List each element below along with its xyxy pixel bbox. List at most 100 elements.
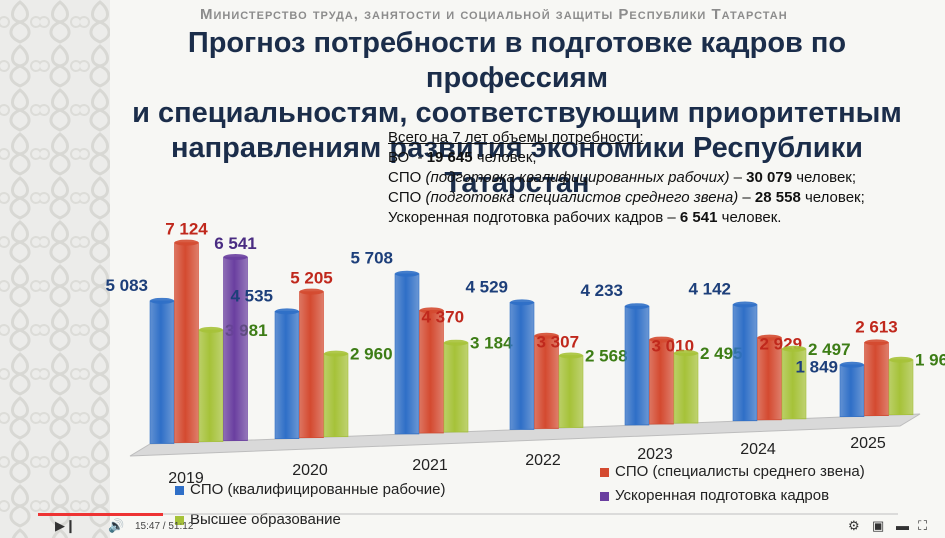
data-label-2020-2: 2 960 — [350, 345, 393, 364]
summary-spo2-note: (подготовка специалистов среднего звена) — [425, 189, 739, 206]
data-label-2024-0: 4 142 — [688, 280, 731, 299]
summary-fast: Ускоренная подготовка рабочих кадров – 6… — [388, 208, 928, 228]
bar-2021-0 — [394, 273, 420, 435]
legend-label-spo-mid: СПО (специалисты среднего звена) — [615, 463, 865, 480]
bar-top-2023-2 — [674, 350, 698, 357]
bar-2020-2 — [323, 353, 349, 438]
bar-top-2021-1 — [419, 307, 444, 314]
bar-top-2023-1 — [649, 336, 674, 343]
summary-spo1: СПО (подготовка квалифицированных рабочи… — [388, 169, 857, 186]
theater-icon[interactable]: ▬ — [896, 518, 909, 533]
data-label-2022-2: 2 568 — [585, 347, 628, 366]
bar-2023-1 — [649, 339, 674, 425]
summary-spo1-unit: человек; — [796, 169, 857, 186]
bar-top-2022-0 — [510, 299, 534, 306]
data-label-2020-0: 4 535 — [230, 286, 273, 305]
bar-top-2022-2 — [559, 352, 583, 359]
bar-top-2025-2 — [889, 356, 913, 363]
data-label-2024-2: 2 497 — [808, 340, 851, 359]
data-label-2025-2: 1 960 — [915, 351, 945, 370]
summary-spo2-value: 28 558 — [754, 189, 801, 206]
data-label-2021-2: 3 184 — [470, 334, 513, 353]
bar-top-2019-0 — [150, 297, 174, 304]
bar-top-2020-1 — [299, 288, 324, 295]
bar-2024-0 — [732, 304, 758, 422]
fullscreen-icon[interactable]: ⛶ — [918, 518, 928, 533]
x-tick-label-2020: 2020 — [292, 462, 328, 479]
bar-2021-1 — [419, 310, 444, 434]
data-label-2021-0: 5 708 — [350, 249, 393, 268]
seek-bar[interactable] — [38, 513, 898, 515]
bar-top-2020-0 — [275, 308, 299, 315]
x-tick-label-2022: 2022 — [525, 452, 561, 469]
data-label-2022-1: 3 307 — [537, 333, 580, 352]
x-tick-label-2025: 2025 — [850, 435, 886, 452]
bar-2025-0 — [839, 364, 865, 417]
x-tick-label-2019: 2019 — [168, 470, 204, 487]
chart-legend: СПО (квалифицированные рабочие) СПО (спе… — [170, 463, 890, 535]
bar-top-2024-0 — [733, 301, 757, 308]
bar-top-2020-2 — [324, 350, 348, 357]
summary-spo1-label: СПО — [388, 169, 422, 186]
data-label-2025-1: 2 613 — [855, 317, 898, 336]
summary-spo2-label: СПО — [388, 189, 422, 206]
time-display: 15:47 / 51:12 — [135, 521, 194, 532]
legend-item-spo-workers: СПО (квалифицированные рабочие) — [175, 481, 445, 498]
summary-spo2-unit: человек; — [804, 189, 865, 206]
x-tick-label-2023: 2023 — [637, 446, 673, 463]
legend-swatch-red — [600, 467, 609, 477]
bar-2019-3 — [223, 256, 248, 441]
bar-2022-2 — [558, 355, 584, 428]
next-icon[interactable]: ▶❙ — [55, 518, 76, 533]
bar-2022-1 — [534, 335, 559, 429]
bar-top-2022-1 — [534, 332, 559, 339]
summary-fast-unit: человек. — [721, 209, 782, 226]
data-label-2019-1: 7 124 — [165, 220, 208, 239]
data-label-2019-3: 6 541 — [214, 234, 257, 253]
title-line-2: и специальностям, соответствующим приори… — [132, 97, 902, 129]
bar-top-2024-1 — [757, 334, 782, 341]
bar-top-2019-1 — [174, 239, 199, 246]
seek-progress[interactable] — [38, 513, 163, 516]
bar-2019-0 — [149, 300, 175, 444]
bar-top-2024-2 — [782, 345, 806, 352]
title-line-1: Прогноз потребности в подготовке кадров … — [187, 27, 847, 94]
bar-top-2025-0 — [840, 361, 864, 368]
bar-2025-2 — [888, 359, 914, 416]
legend-label-spo-workers: СПО (квалифицированные рабочие) — [190, 481, 446, 498]
video-player-bar: ▶❙ 🔊 15:47 / 51:12 ⚙ ▣ ▬ ⛶ — [0, 508, 945, 538]
ministry-header: Министерство труда, занятости и социальн… — [200, 6, 788, 23]
bar-2020-0 — [274, 311, 300, 439]
bar-2019-1 — [174, 242, 199, 443]
legend-swatch-purple — [600, 491, 609, 501]
data-label-2023-0: 4 233 — [580, 281, 623, 300]
bar-2024-2 — [781, 348, 807, 420]
data-label-2021-1: 4 370 — [422, 307, 465, 326]
bar-2021-2 — [443, 342, 469, 433]
data-label-2019-0: 5 083 — [105, 276, 148, 295]
data-label-2022-0: 4 529 — [465, 277, 508, 296]
bar-2023-0 — [624, 305, 650, 426]
data-label-2025-0: 1 849 — [795, 358, 838, 377]
miniplayer-icon[interactable]: ▣ — [872, 518, 885, 533]
bar-top-2023-0 — [625, 303, 649, 310]
bar-top-2021-2 — [444, 339, 468, 346]
legend-label-fast: Ускоренная подготовка кадров — [615, 487, 830, 504]
summary-vo-value: 19 645 — [426, 149, 473, 166]
legend-item-fast: Ускоренная подготовка кадров — [600, 487, 829, 504]
legend-item-spo-mid: СПО (специалисты среднего звена) — [600, 463, 865, 480]
summary-vo: ВО - 19 645 человек; — [388, 149, 537, 166]
data-label-2020-1: 5 205 — [290, 269, 333, 288]
legend-item-higher: Высшее образование — [175, 511, 341, 528]
summary-spo2: СПО (подготовка специалистов среднего зв… — [388, 189, 865, 206]
summary-fast-label: Ускоренная подготовка рабочих кадров – — [388, 209, 676, 226]
bar-top-2025-1 — [864, 339, 889, 346]
summary-spo1-value: 30 079 — [746, 169, 793, 186]
bar-2020-1 — [299, 291, 324, 439]
bar-top-2021-0 — [395, 270, 419, 277]
settings-icon[interactable]: ⚙ — [848, 518, 860, 533]
legend-swatch-green — [175, 515, 184, 525]
data-label-2023-2: 2 495 — [700, 344, 743, 363]
summary-block: Всего на 7 лет объемы потребности: ВО - … — [388, 128, 928, 228]
volume-icon[interactable]: 🔊 — [108, 518, 125, 533]
